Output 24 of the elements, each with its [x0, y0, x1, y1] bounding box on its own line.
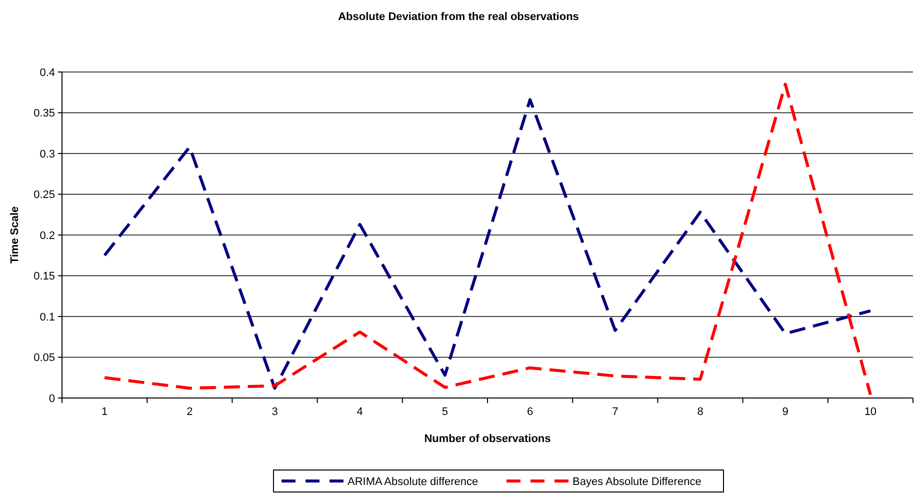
x-tick-label: 1 — [101, 406, 108, 418]
y-tick-label: 0.05 — [34, 352, 55, 364]
y-axis-title: Time Scale — [9, 206, 21, 264]
x-tick-label: 8 — [697, 406, 704, 418]
y-tick-label: 0.25 — [34, 189, 55, 202]
y-tick-label: 0.1 — [40, 311, 55, 324]
y-tick-label: 0.35 — [34, 108, 55, 120]
x-tick-label: 5 — [442, 406, 448, 418]
x-tick-label: 6 — [526, 406, 534, 418]
y-tick-label: 0.15 — [34, 270, 55, 283]
x-tick-label: 2 — [186, 406, 193, 418]
x-tick-label: 10 — [864, 406, 877, 418]
legend-label: ARIMA Absolute difference — [348, 476, 478, 488]
y-tick-label: 0.3 — [40, 148, 55, 160]
x-axis-title: Number of observations — [424, 433, 551, 445]
chart-title: Absolute Deviation from the real observations — [338, 11, 579, 23]
y-tick-label: 0.2 — [40, 230, 55, 242]
x-tick-label: 4 — [356, 406, 363, 418]
x-tick-label: 9 — [782, 406, 788, 418]
y-tick-label: 0.4 — [40, 66, 55, 79]
y-tick-label: 0 — [48, 392, 55, 405]
x-tick-label: 3 — [272, 406, 278, 418]
x-tick-label: 7 — [612, 406, 618, 418]
legend-label: Bayes Absolute Difference — [572, 476, 702, 488]
